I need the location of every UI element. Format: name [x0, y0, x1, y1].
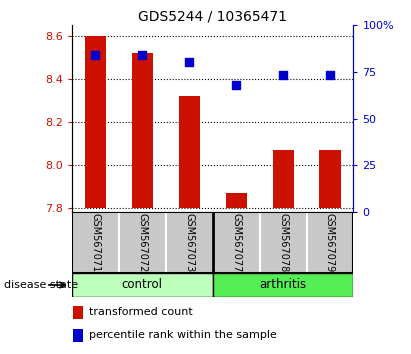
- Text: GSM567079: GSM567079: [325, 213, 335, 272]
- Text: GSM567078: GSM567078: [278, 213, 288, 272]
- Bar: [179, 96, 200, 208]
- Bar: [213, 273, 353, 297]
- Text: GSM567077: GSM567077: [231, 213, 241, 272]
- Text: GSM567071: GSM567071: [90, 213, 100, 272]
- Bar: [72, 273, 213, 297]
- Text: arthritis: arthritis: [259, 279, 307, 291]
- Text: transformed count: transformed count: [90, 307, 193, 318]
- Bar: [307, 212, 353, 273]
- Bar: [132, 53, 153, 208]
- Bar: [319, 150, 341, 208]
- Bar: [226, 193, 247, 208]
- Bar: [72, 329, 83, 342]
- Point: [280, 73, 286, 78]
- Bar: [72, 212, 119, 273]
- Point: [327, 73, 333, 78]
- Text: disease state: disease state: [4, 280, 78, 290]
- Bar: [272, 150, 293, 208]
- Bar: [72, 306, 83, 319]
- Bar: [260, 212, 307, 273]
- Bar: [85, 35, 106, 208]
- Text: percentile rank within the sample: percentile rank within the sample: [90, 330, 277, 341]
- Bar: [119, 212, 166, 273]
- Point: [233, 82, 240, 88]
- Point: [139, 52, 145, 58]
- Bar: [213, 212, 260, 273]
- Text: GSM567072: GSM567072: [137, 213, 147, 272]
- Title: GDS5244 / 10365471: GDS5244 / 10365471: [138, 10, 287, 24]
- Point: [92, 52, 99, 58]
- Text: GSM567073: GSM567073: [184, 213, 194, 272]
- Point: [186, 59, 192, 65]
- Text: control: control: [122, 279, 163, 291]
- Bar: [166, 212, 213, 273]
